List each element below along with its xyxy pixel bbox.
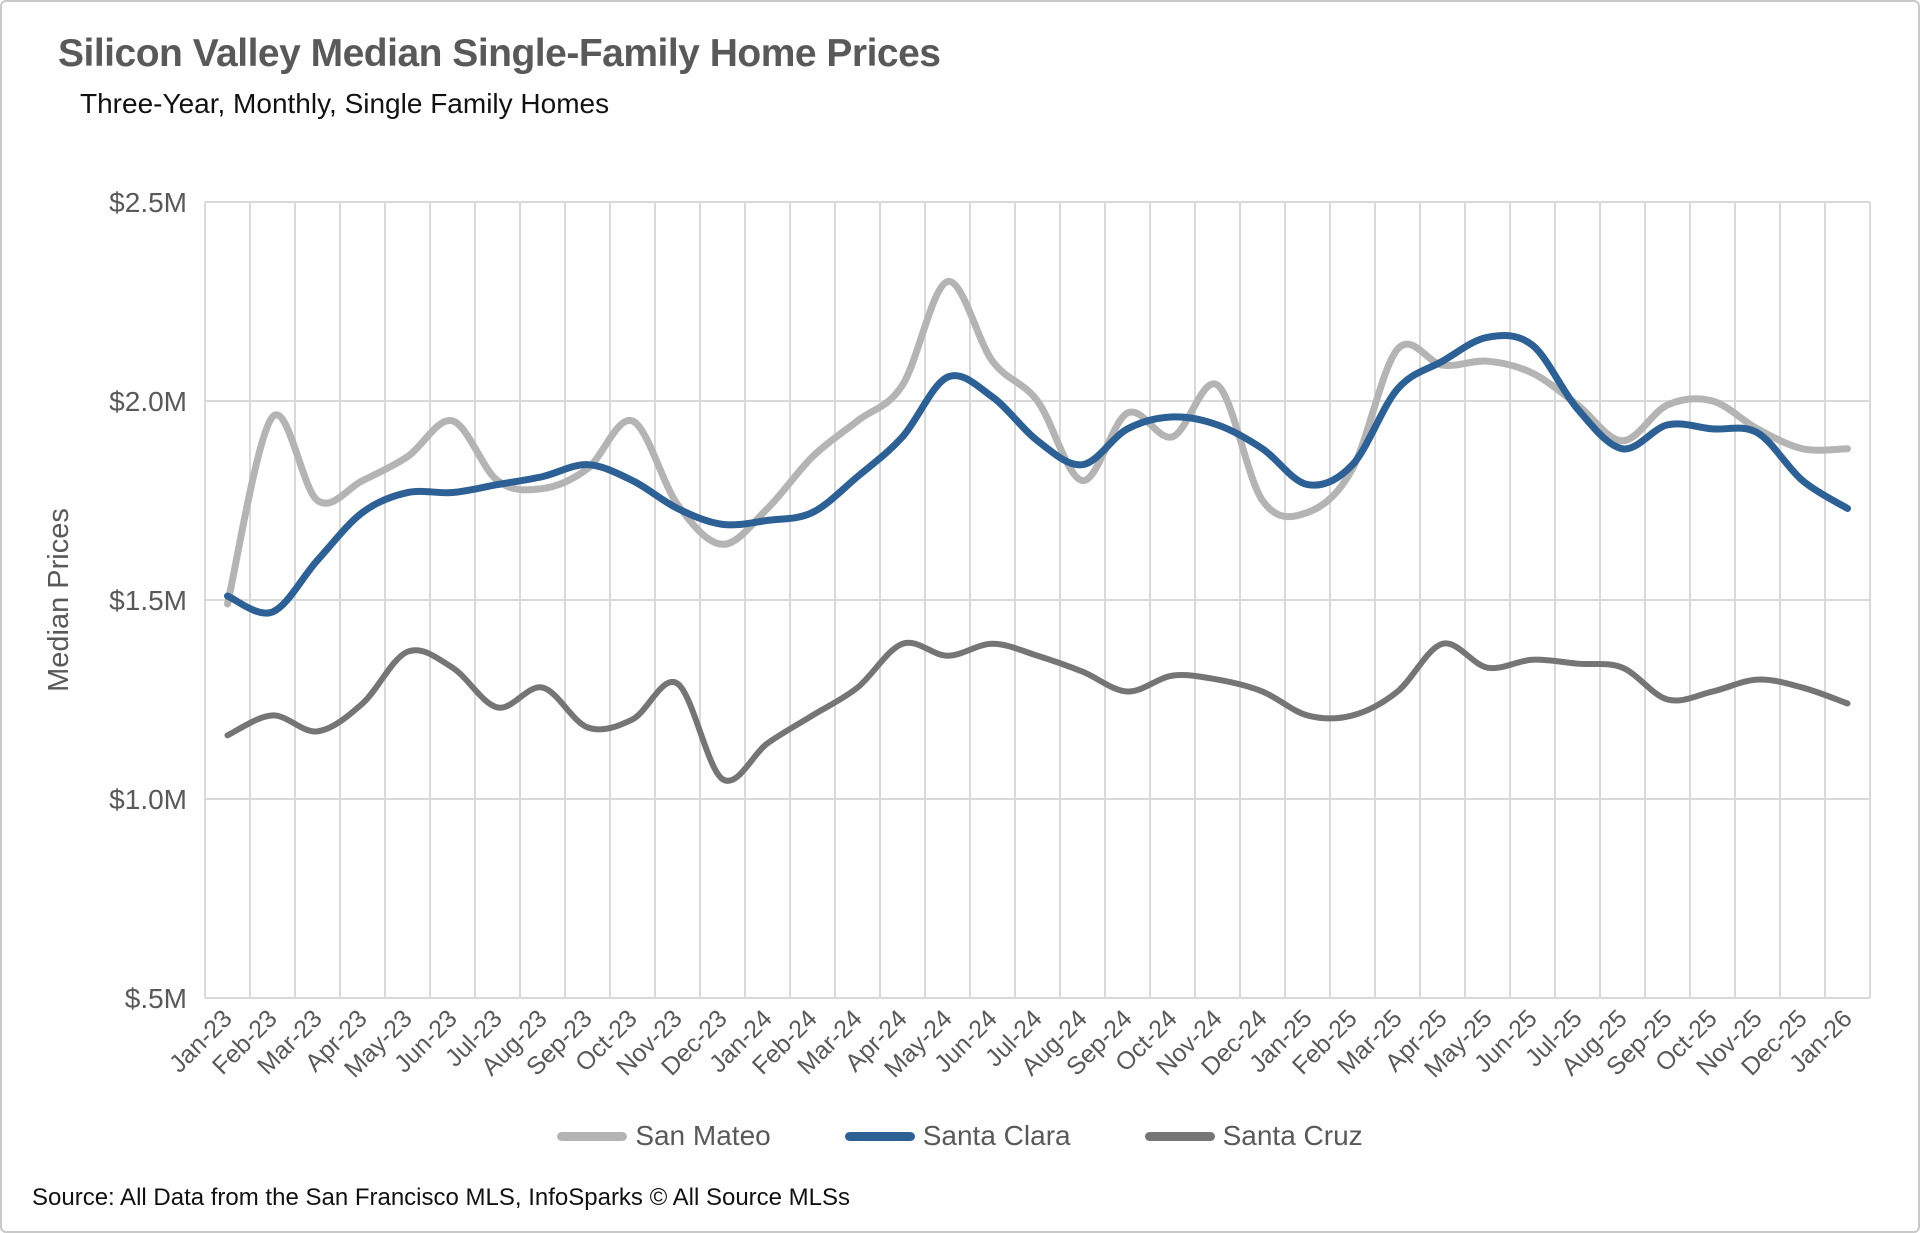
legend-label-santa-cruz: Santa Cruz (1222, 1120, 1363, 1151)
legend-swatch-santa-cruz (1144, 1131, 1215, 1141)
legend-item-santa-cruz[interactable]: Santa Cruz (1144, 1120, 1363, 1152)
legend-item-san-mateo[interactable]: San Mateo (557, 1120, 771, 1152)
series-line-san-mateo[interactable] (224, 278, 1851, 608)
legend-swatch-san-mateo (557, 1131, 628, 1141)
legend-item-santa-clara[interactable]: Santa Clara (844, 1120, 1071, 1152)
legend-label-santa-clara: Santa Clara (922, 1120, 1071, 1151)
y-axis-tick-label: $1.0M (109, 784, 187, 815)
source-note: Source: All Data from the San Francisco … (32, 1184, 851, 1211)
y-axis-title: Median Prices (43, 508, 75, 692)
legend-swatch-santa-clara (844, 1131, 915, 1141)
chart-title: Silicon Valley Median Single-Family Home… (58, 32, 941, 75)
series-line-santa-cruz[interactable] (224, 639, 1851, 784)
chart-subtitle: Three-Year, Monthly, Single Family Homes (80, 88, 610, 119)
y-axis-tick-label: $2.5M (109, 187, 187, 218)
chart-legend: San Mateo Santa Clara Santa Cruz (2, 1120, 1918, 1152)
y-axis-tick-label: $2.0M (109, 386, 187, 417)
y-axis-tick-label: $.5M (125, 983, 187, 1014)
y-axis-tick-label: $1.5M (109, 585, 187, 616)
series-line-santa-clara[interactable] (224, 332, 1851, 617)
legend-label-san-mateo: San Mateo (635, 1120, 771, 1151)
